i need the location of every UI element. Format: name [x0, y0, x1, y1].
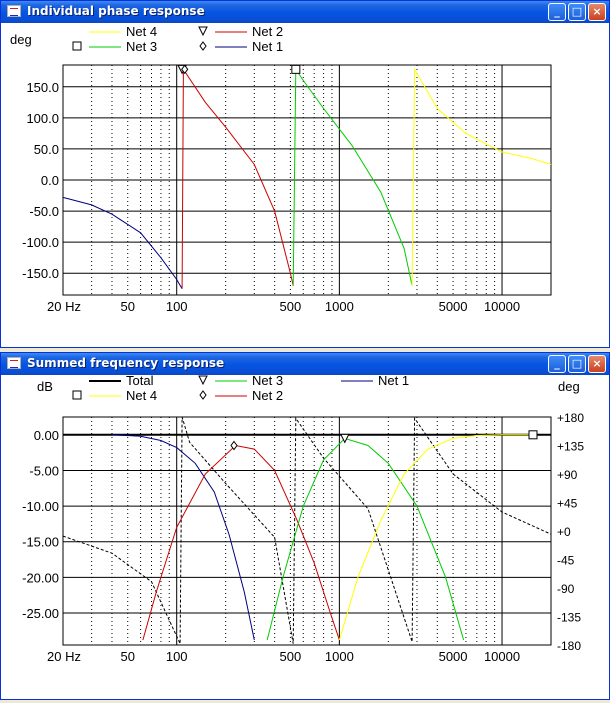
legend-label: Net 2 — [252, 24, 283, 39]
app-icon — [7, 357, 21, 369]
x-tick-label: 500 — [280, 299, 302, 314]
series-line-net-1 — [62, 196, 183, 290]
x-tick-label: 20 Hz — [47, 649, 81, 664]
y2-tick-label: -135 — [557, 611, 581, 625]
minimize-button[interactable]: _ — [548, 3, 566, 21]
legend-label: Net 3 — [252, 375, 283, 388]
maximize-button[interactable]: □ — [568, 3, 586, 21]
series-line-net-1 — [111, 434, 255, 641]
close-button[interactable]: × — [588, 355, 606, 373]
x-tick-label: 20 Hz — [47, 299, 81, 314]
series-line-net-3 — [292, 67, 413, 286]
y-tick-label: -20.00 — [22, 570, 59, 585]
legend-label: Net 1 — [252, 39, 283, 54]
close-button[interactable]: × — [588, 3, 606, 21]
legend-label: Net 2 — [252, 388, 283, 403]
legend-label: Net 4 — [126, 24, 157, 39]
y-tick-label: 50.0 — [34, 142, 59, 157]
y-tick-label: -100.0 — [22, 235, 59, 250]
plot-frame — [62, 416, 552, 646]
x-tick-label: 100 — [166, 649, 188, 664]
x-tick-label: 5000 — [439, 299, 468, 314]
y2-axis-label: deg — [558, 379, 580, 394]
legend-label: Net 4 — [126, 388, 157, 403]
y-tick-label: -5.00 — [29, 463, 59, 478]
legend-marker — [199, 41, 207, 51]
curve-marker — [339, 433, 350, 444]
summed-chart-area: 0.00 -5.00 -10.00 -15.00 -20.00 -25.00 +180 +13… — [1, 373, 609, 699]
x-tick-label: 100 — [166, 299, 188, 314]
x-tick-label: 5000 — [439, 649, 468, 664]
window-title: Summed frequency response — [27, 356, 225, 370]
y2-tick-label: +180 — [557, 411, 584, 425]
curve-marker — [230, 440, 238, 451]
x-tick-label: 10000 — [484, 299, 520, 314]
y2-tick-label: +90 — [557, 468, 578, 482]
y-tick-label: -150.0 — [22, 266, 59, 281]
maximize-button[interactable]: □ — [568, 355, 586, 373]
window-title: Individual phase response — [27, 4, 205, 18]
minimize-button[interactable]: _ — [548, 355, 566, 373]
legend-marker — [72, 41, 82, 51]
phase-window: Individual phase response _ □ × 150.0 100… — [0, 0, 610, 348]
y-tick-label: -25.00 — [22, 606, 59, 621]
series-line-net-4 — [338, 434, 531, 641]
x-tick-label: 500 — [280, 649, 302, 664]
legend-marker — [198, 26, 208, 37]
x-tick-label: 50 — [120, 299, 134, 314]
x-tick-label: 50 — [120, 649, 134, 664]
y-tick-label: -15.00 — [22, 535, 59, 550]
legend-marker — [198, 375, 208, 386]
legend-label: Net 3 — [126, 39, 157, 54]
legend-label: Total — [126, 375, 154, 388]
app-icon — [7, 5, 21, 17]
plot-frame — [62, 64, 552, 296]
summed-chart: 0.00 -5.00 -10.00 -15.00 -20.00 -25.00 +180 +13… — [22, 373, 584, 664]
y-tick-label: 0.00 — [34, 428, 59, 443]
y-tick-label: -10.00 — [22, 499, 59, 514]
curve-marker — [528, 430, 538, 440]
summed-window: Summed frequency response _ □ × 0.00 -5.0… — [0, 352, 610, 700]
y2-tick-label: -90 — [557, 582, 575, 596]
y-tick-label: 0.0 — [41, 173, 59, 188]
y2-tick-label: +45 — [557, 497, 578, 511]
curve-marker — [291, 64, 301, 74]
y-tick-label: 150.0 — [26, 80, 59, 95]
title-bar[interactable]: Summed frequency response _ □ × — [1, 353, 609, 375]
legend-marker — [199, 390, 207, 400]
series-line-net-3 — [266, 437, 465, 641]
y-tick-label: -50.0 — [29, 204, 59, 219]
phase-series-line — [62, 416, 552, 644]
curve-marker — [181, 64, 189, 75]
title-bar[interactable]: Individual phase response _ □ × — [1, 1, 609, 23]
y-axis-label: dB — [37, 379, 53, 394]
phase-chart-area: 150.0 100.0 50.0 0.0 -50.0 -100.0 -150.0 20 Hz 5… — [1, 23, 609, 347]
series-line-net-2 — [181, 67, 294, 289]
y-tick-label: 100.0 — [26, 111, 59, 126]
y2-tick-label: -45 — [557, 554, 575, 568]
series-line-net-2 — [142, 444, 340, 641]
y-axis-label: deg — [10, 32, 32, 47]
x-tick-label: 1000 — [325, 299, 354, 314]
phase-chart: 150.0 100.0 50.0 0.0 -50.0 -100.0 -150.0 20 Hz 5… — [10, 24, 552, 314]
legend-marker — [72, 390, 82, 400]
x-tick-label: 10000 — [484, 649, 520, 664]
x-tick-label: 1000 — [325, 649, 354, 664]
series-line-net-4 — [411, 67, 552, 286]
y2-tick-label: -180 — [557, 639, 581, 653]
y2-tick-label: +135 — [557, 440, 584, 454]
legend-label: Net 1 — [378, 375, 409, 388]
y2-tick-label: +0 — [557, 525, 571, 539]
